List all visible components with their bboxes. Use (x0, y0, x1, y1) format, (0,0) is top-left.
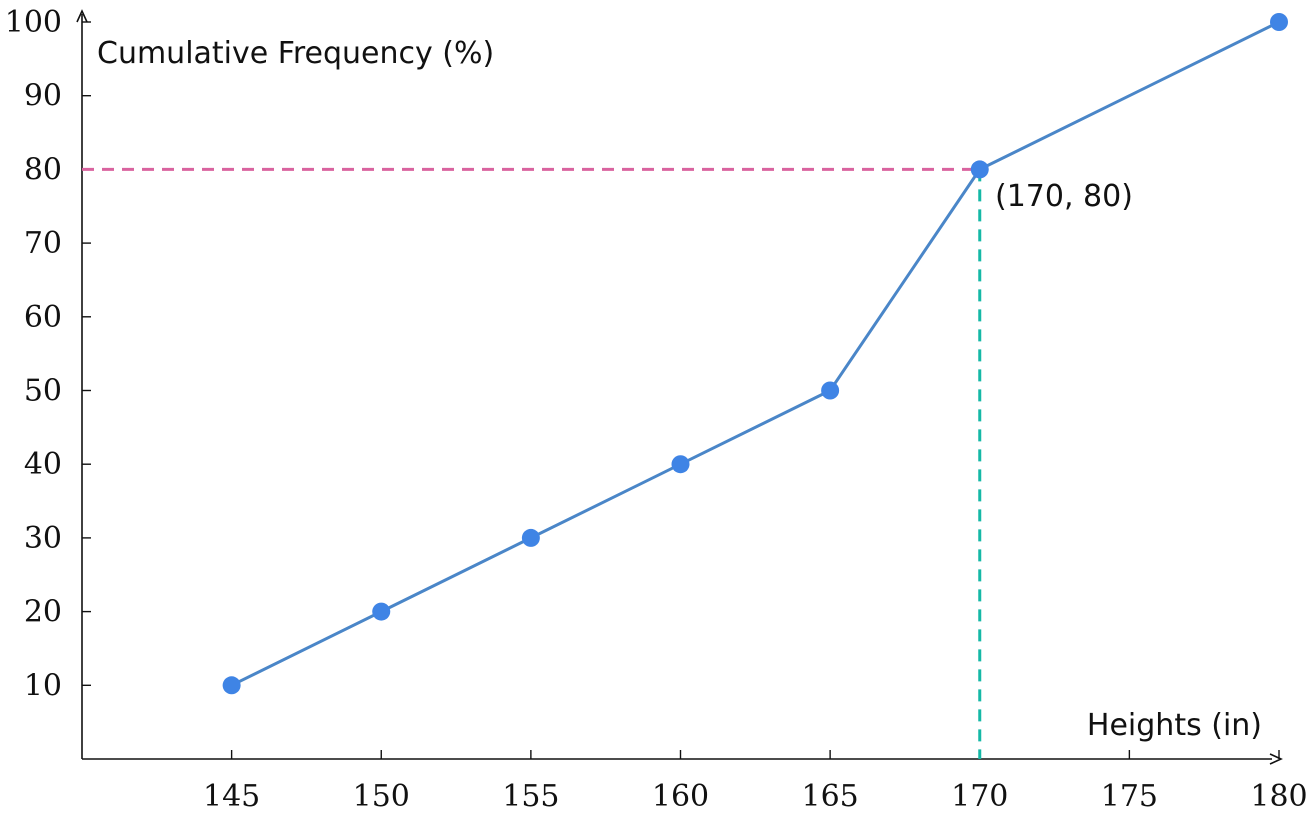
data-point (521, 528, 540, 547)
data-point (1270, 13, 1288, 31)
y-tick-label: 40 (24, 447, 62, 482)
guide-lines (82, 167, 982, 759)
y-tick-label: 10 (24, 668, 62, 703)
y-tick-label: 100 (5, 5, 62, 40)
y-tick-label: 90 (24, 79, 62, 114)
y-axis-arrow (76, 9, 88, 23)
x-tick-label: 170 (951, 779, 1008, 814)
y-tick-label: 20 (24, 595, 62, 630)
data-point (821, 381, 840, 400)
y-axis-title: Cumulative Frequency (%) (97, 36, 494, 71)
axes (76, 9, 1283, 765)
x-tick-label: 160 (652, 779, 709, 814)
x-tick-label: 180 (1250, 779, 1307, 814)
data-point (671, 455, 690, 474)
series-line (230, 20, 1280, 687)
data-point (970, 160, 989, 179)
y-tick-label: 70 (24, 226, 62, 261)
data-point (372, 602, 391, 621)
x-tick-label: 175 (1101, 779, 1158, 814)
x-axis-title: Heights (in) (1087, 708, 1262, 743)
x-tick-label: 150 (353, 779, 410, 814)
x-tick-label: 155 (502, 779, 559, 814)
x-tick-label: 165 (801, 779, 858, 814)
x-tick-label: 145 (203, 779, 260, 814)
y-tick-label: 30 (24, 521, 62, 556)
series-group (222, 13, 1288, 695)
data-point (222, 676, 241, 695)
y-tick-label: 50 (24, 374, 62, 409)
highlight-point-label: (170, 80) (995, 179, 1133, 214)
tick-labels: 10 20 30 40 50 60 70 80 90 100 145 150 155 160 165 170 1… (5, 5, 1308, 814)
x-axis-arrow (1269, 753, 1283, 765)
y-tick-label: 60 (24, 300, 62, 335)
y-tick-label: 80 (24, 152, 62, 187)
